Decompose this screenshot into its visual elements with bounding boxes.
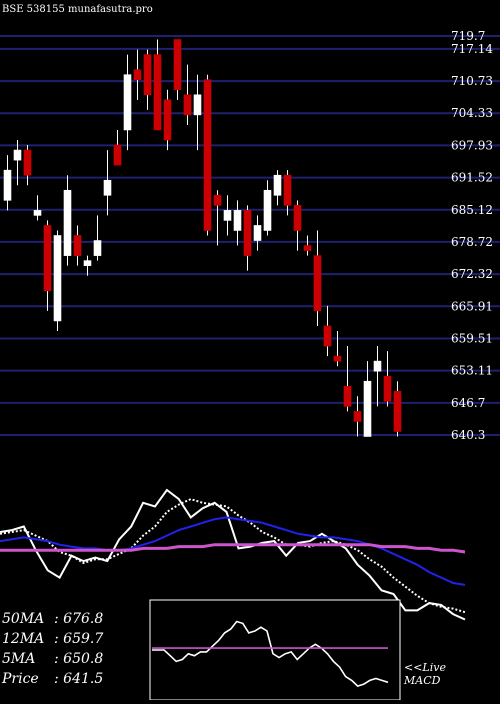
candle-body [313, 255, 322, 312]
candle-body [323, 325, 332, 347]
y-tick-label: 685.12 [451, 203, 493, 217]
candle-body [203, 79, 212, 231]
candle-body [163, 99, 172, 141]
candle-body [93, 240, 102, 256]
candle-body [273, 174, 282, 196]
candlesticks [3, 39, 402, 437]
50ma-line [0, 543, 466, 554]
candle-body [103, 179, 112, 196]
12ma-line [0, 516, 466, 586]
candle-body [223, 210, 232, 221]
candle-body [23, 149, 32, 176]
candle-body [363, 380, 372, 437]
candle-body [253, 225, 262, 241]
macd-panel [152, 620, 389, 688]
candle-body [83, 260, 92, 266]
candle-body [143, 54, 152, 96]
y-tick-label: 710.73 [451, 74, 493, 88]
candle-body [353, 411, 362, 422]
candle-body [383, 375, 392, 402]
macd-live-label: <<Live MACD [404, 661, 446, 687]
ma-5-row: 5MA: 650.8 [2, 651, 104, 667]
candle-body [153, 54, 162, 131]
grid-lines [0, 35, 500, 436]
candle-body [233, 210, 242, 231]
candle-body [13, 149, 22, 161]
candle-body [123, 74, 132, 131]
macd-panel-frame [149, 599, 401, 701]
macd-live-text: MACD [404, 674, 441, 687]
indicator-panel [0, 488, 466, 621]
candle-body [53, 235, 62, 322]
ma-5-value: 650.8 [63, 651, 104, 667]
candle-body [63, 189, 72, 256]
ma-50-row: 50MA: 676.8 [2, 611, 104, 627]
candle-body [393, 390, 402, 432]
candle-body [193, 94, 202, 116]
candle-body [3, 169, 12, 201]
macd-line [152, 620, 389, 688]
y-tick-label: 719.7 [451, 29, 485, 43]
candle-body [213, 194, 222, 206]
ma-12-row: 12MA: 659.7 [2, 631, 104, 647]
5ma-line [0, 498, 466, 614]
y-tick-label: 653.11 [451, 364, 493, 378]
price-value: 641.5 [63, 671, 104, 687]
candle-body [283, 174, 292, 206]
candle-body [173, 39, 182, 91]
y-tick-label: 640.3 [451, 428, 485, 442]
y-tick-label: 704.33 [451, 106, 493, 120]
y-tick-label: 672.32 [451, 267, 493, 281]
y-tick-label: 646.7 [451, 396, 485, 410]
candle-body [183, 94, 192, 116]
candle-body [73, 235, 82, 256]
price-label: Price [2, 671, 39, 687]
macd-live-text: <<Live [404, 661, 446, 674]
y-tick-label: 697.93 [451, 138, 493, 152]
y-tick-label: 665.91 [451, 299, 493, 313]
y-tick-label: 691.52 [451, 171, 493, 185]
candle-body [133, 69, 142, 81]
y-tick-label: 659.51 [451, 331, 493, 345]
ma-values-panel: 50MA: 676.8 12MA: 659.7 5MA: 650.8 Price… [2, 609, 103, 689]
chart-title: BSE 538155 munafasutra.pro [2, 4, 153, 15]
ma-12-value: 659.7 [63, 631, 104, 647]
candle-body [343, 385, 352, 407]
candle-body [33, 210, 42, 216]
y-tick-label: 717.14 [451, 42, 493, 56]
candle-body [113, 144, 122, 166]
candle-body [293, 205, 302, 231]
ma-5-label: 5MA [2, 651, 36, 667]
candle-body [43, 225, 52, 292]
y-tick-label: 678.72 [451, 235, 493, 249]
candle-body [263, 189, 272, 231]
price-row: Price: 641.5 [2, 671, 104, 687]
ma-12-label: 12MA [2, 631, 45, 647]
candle-body [373, 360, 382, 372]
ma-50-value: 676.8 [63, 611, 104, 627]
candle-body [303, 245, 312, 251]
candle-body [333, 355, 342, 362]
candle-body [243, 210, 252, 256]
ma-50-label: 50MA [2, 611, 45, 627]
